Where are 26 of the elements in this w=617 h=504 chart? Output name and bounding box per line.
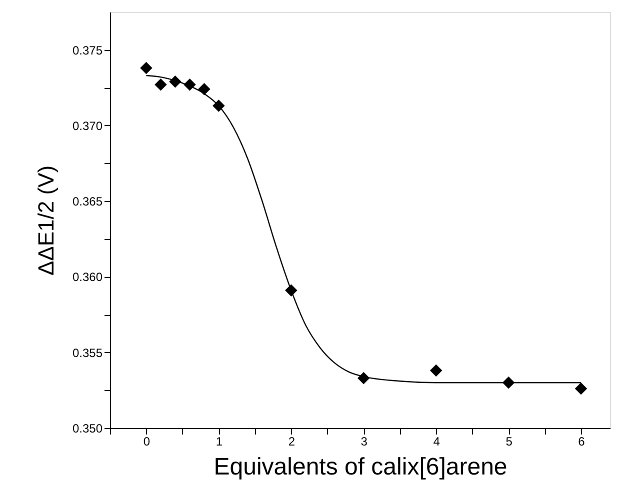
point (358, 372, 370, 384)
point (140, 62, 152, 74)
point (430, 364, 442, 377)
x-tick-label: 5 (506, 434, 513, 448)
x-tick-label: 4 (433, 434, 440, 448)
y-axis-title: ΔΔE1/2 (V) (33, 165, 58, 276)
x-tick-label: 3 (360, 434, 368, 448)
x-tick-label: 2 (288, 434, 296, 448)
y-tick-label: 0.365 (72, 194, 103, 209)
point (502, 376, 515, 389)
point (285, 284, 298, 296)
y-tick-label: 0.355 (72, 346, 103, 360)
point (184, 78, 196, 91)
point (574, 382, 588, 395)
point (212, 100, 225, 112)
point (154, 78, 167, 91)
x-tick-label: 6 (578, 434, 586, 448)
y-tick-label: 0.370 (72, 118, 103, 133)
y-tick-label: 0.360 (72, 270, 103, 284)
y-tick-label: 0.375 (72, 43, 103, 58)
y-tick-label: 0.350 (72, 422, 103, 436)
x-tick-label: 0 (143, 434, 150, 448)
point (198, 83, 210, 96)
x-tick-label: 1 (216, 434, 223, 448)
x-axis-title: Equivalents of calix[6]arene (214, 454, 508, 480)
point (169, 75, 182, 88)
